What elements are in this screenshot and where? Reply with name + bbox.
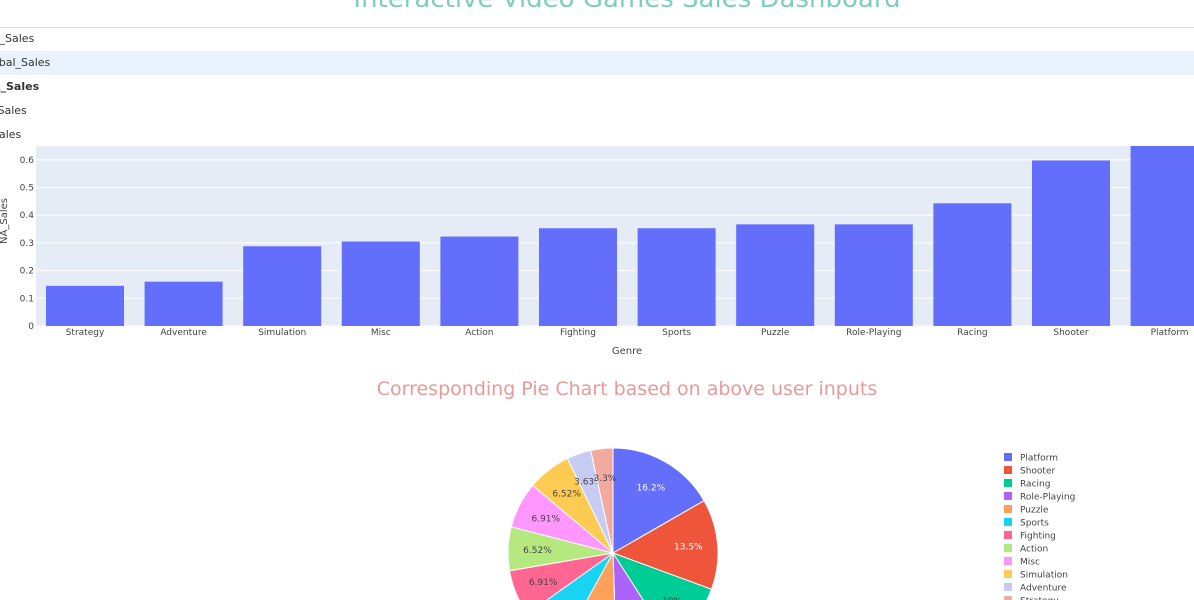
pie-chart: 16.2%13.5%10%8.3%8.3%6.91%6.91%6.52%6.91… [507,447,1075,600]
dropdown-option-3[interactable]: A_Sales [0,80,40,93]
pie-slice-racing[interactable] [611,552,713,600]
legend-label[interactable]: Adventure [1020,584,1067,594]
x-tick-label: Sports [662,328,691,338]
pie-slice-strategy[interactable] [590,447,614,554]
y-axis-label: NA_Sales [0,198,10,244]
x-tick-label: Strategy [66,328,105,338]
x-tick-label: Misc [371,328,391,338]
y-tick-label: 0.1 [20,294,34,304]
x-tick-label: Racing [957,328,987,338]
x-tick-label: Role-Playing [846,328,901,338]
legend-swatch [1004,466,1012,474]
dropdown-top-border [0,27,1194,28]
x-axis-label: Genre [612,346,642,357]
bar-action[interactable] [440,236,519,326]
bar-adventure[interactable] [144,281,223,326]
bar-puzzle[interactable] [736,224,815,326]
bar-sports[interactable] [637,228,716,326]
bar-shooter[interactable] [1032,160,1110,326]
legend-swatch [1004,453,1012,461]
legend-label[interactable]: Shooter [1020,467,1055,477]
legend-swatch [1004,570,1012,578]
x-tick-label: Fighting [560,328,596,338]
bar-platform[interactable] [1130,146,1194,326]
legend-label[interactable]: Fighting [1020,532,1056,542]
pie-slice-shooter[interactable] [611,500,719,590]
bar-misc[interactable] [341,241,420,326]
legend-label[interactable]: Puzzle [1020,506,1049,516]
pie-slice-label: 3.63% [574,478,603,488]
legend-swatch [1004,531,1012,539]
pie-slice-label: 16.2% [637,484,666,494]
pie-chart-title: Corresponding Pie Chart based on above u… [376,378,878,400]
y-tick-label: 0.3 [20,239,34,249]
legend-label[interactable]: Strategy [1020,597,1059,600]
y-tick-label: 0.2 [20,267,34,277]
dropdown-option-1[interactable]: A_Sales [0,32,35,45]
x-tick-label: Action [465,328,493,338]
legend-swatch [1004,479,1012,487]
legend-label[interactable]: Action [1020,545,1048,555]
legend-label[interactable]: Racing [1020,480,1050,490]
dashboard-title: Interactive Video Games Sales Dashboard [0,0,1194,14]
legend-label[interactable]: Sports [1020,519,1049,529]
pie-slice-label: 6.91% [531,514,560,524]
legend-swatch [1004,544,1012,552]
y-tick-label: 0 [28,322,34,332]
pie-slice-label: 10% [662,596,682,600]
pie-slice-label: 6.52% [523,546,552,556]
y-tick-label: 0.6 [20,156,35,166]
bar-fighting[interactable] [539,228,617,326]
x-tick-label: Puzzle [761,328,790,338]
pie-slice-label: 13.5% [674,543,703,553]
pie-slice-platform[interactable] [612,447,705,554]
legend-label[interactable]: Misc [1020,558,1040,568]
bar-simulation[interactable] [243,246,322,326]
x-tick-label: Adventure [160,328,207,338]
pie-slice-role-playing[interactable] [612,551,670,600]
legend-label[interactable]: Platform [1020,454,1058,464]
x-tick-label: Simulation [258,328,306,338]
legend-swatch [1004,583,1012,591]
legend-swatch [1004,518,1012,526]
dropdown-option-5[interactable]: Sales [0,128,22,141]
bar-strategy[interactable] [46,285,124,326]
dropdown-option-4[interactable]: _Sales [0,104,27,117]
legend-swatch [1004,505,1012,513]
bar-racing[interactable] [933,203,1012,326]
legend-swatch [1004,492,1012,500]
legend-label[interactable]: Role-Playing [1020,493,1075,503]
bar-role-playing[interactable] [834,224,913,326]
legend-swatch [1004,596,1012,600]
legend-swatch [1004,557,1012,565]
x-tick-label: Shooter [1053,328,1088,338]
bar-chart: 0 0.1 0.2 0.3 0.4 0.5 0.6 Strategy Adventure Simu… [0,146,1194,357]
y-tick-label: 0.4 [20,211,35,221]
legend-label[interactable]: Simulation [1020,571,1068,581]
pie-slice-label: 3.3% [593,474,616,484]
pie-slice-label: 6.91% [529,578,558,588]
metric-dropdown-menu[interactable]: A_Sales obal_Sales A_Sales _Sales Sales [0,27,1194,147]
dropdown-option-2[interactable]: obal_Sales [0,51,1194,75]
x-tick-label: Platform [1151,328,1189,338]
pie-slice-label: 6.52% [552,489,581,499]
y-tick-label: 0.5 [20,184,34,194]
